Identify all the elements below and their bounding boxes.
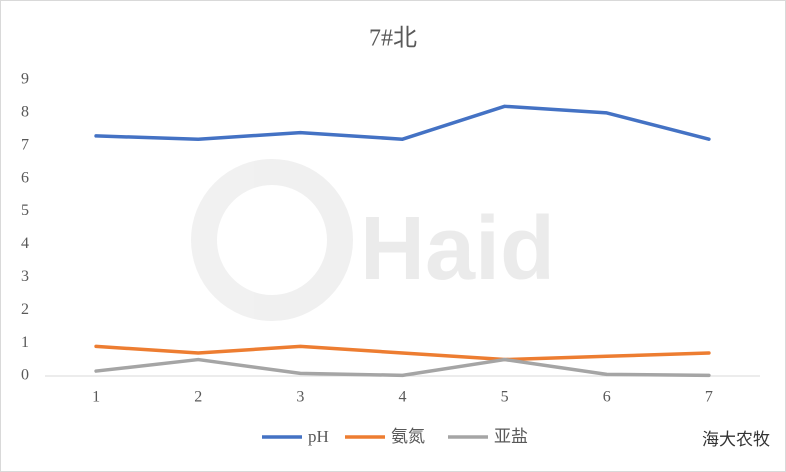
y-tick-label: 6 [21, 169, 29, 186]
y-tick-label: 2 [21, 301, 29, 318]
x-tick-label: 7 [705, 389, 713, 406]
y-tick-label: 7 [21, 136, 29, 153]
legend-label: 亚盐 [494, 427, 528, 446]
x-tick-label: 2 [194, 389, 202, 406]
y-tick-label: 5 [21, 202, 29, 219]
y-tick-label: 3 [21, 268, 29, 285]
legend-label: 氨氮 [391, 427, 425, 446]
x-tick-label: 4 [399, 389, 407, 406]
logo-ring [191, 159, 353, 321]
x-tick-label: 1 [92, 389, 100, 406]
y-tick-label: 4 [21, 235, 29, 252]
series-line [94, 344, 711, 362]
y-tick-label: 8 [21, 104, 29, 121]
y-tick-label: 9 [21, 71, 29, 88]
x-tick-label: 5 [501, 389, 509, 406]
x-tick-label: 3 [296, 389, 304, 406]
watermark: 海大农牧 [702, 430, 770, 450]
y-tick-label: 0 [21, 367, 29, 384]
series-line [94, 357, 711, 378]
series-line [94, 104, 711, 141]
chart-title: 7#北 [369, 25, 417, 52]
y-tick-label: 1 [21, 334, 29, 351]
logo-text: Haid [360, 199, 555, 299]
legend-label: pH [308, 427, 329, 446]
logo: Haid [191, 159, 555, 321]
x-tick-label: 6 [603, 389, 611, 406]
